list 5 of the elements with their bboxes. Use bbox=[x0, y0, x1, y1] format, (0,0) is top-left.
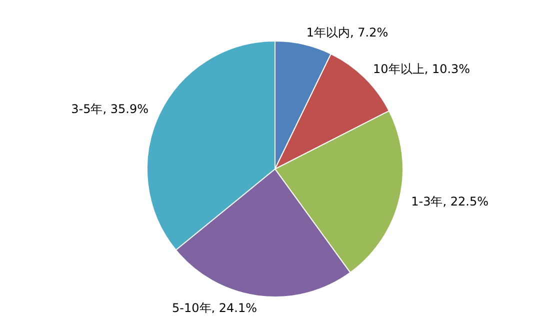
slice-label: 1-3年, 22.5% bbox=[411, 194, 488, 209]
slice-label: 3-5年, 35.9% bbox=[71, 102, 149, 116]
slice-label: 1年以内, 7.2% bbox=[306, 26, 388, 40]
slice-label: 5-10年, 24.1% bbox=[172, 300, 258, 315]
slice-label: 10年以上, 10.3% bbox=[373, 62, 470, 76]
